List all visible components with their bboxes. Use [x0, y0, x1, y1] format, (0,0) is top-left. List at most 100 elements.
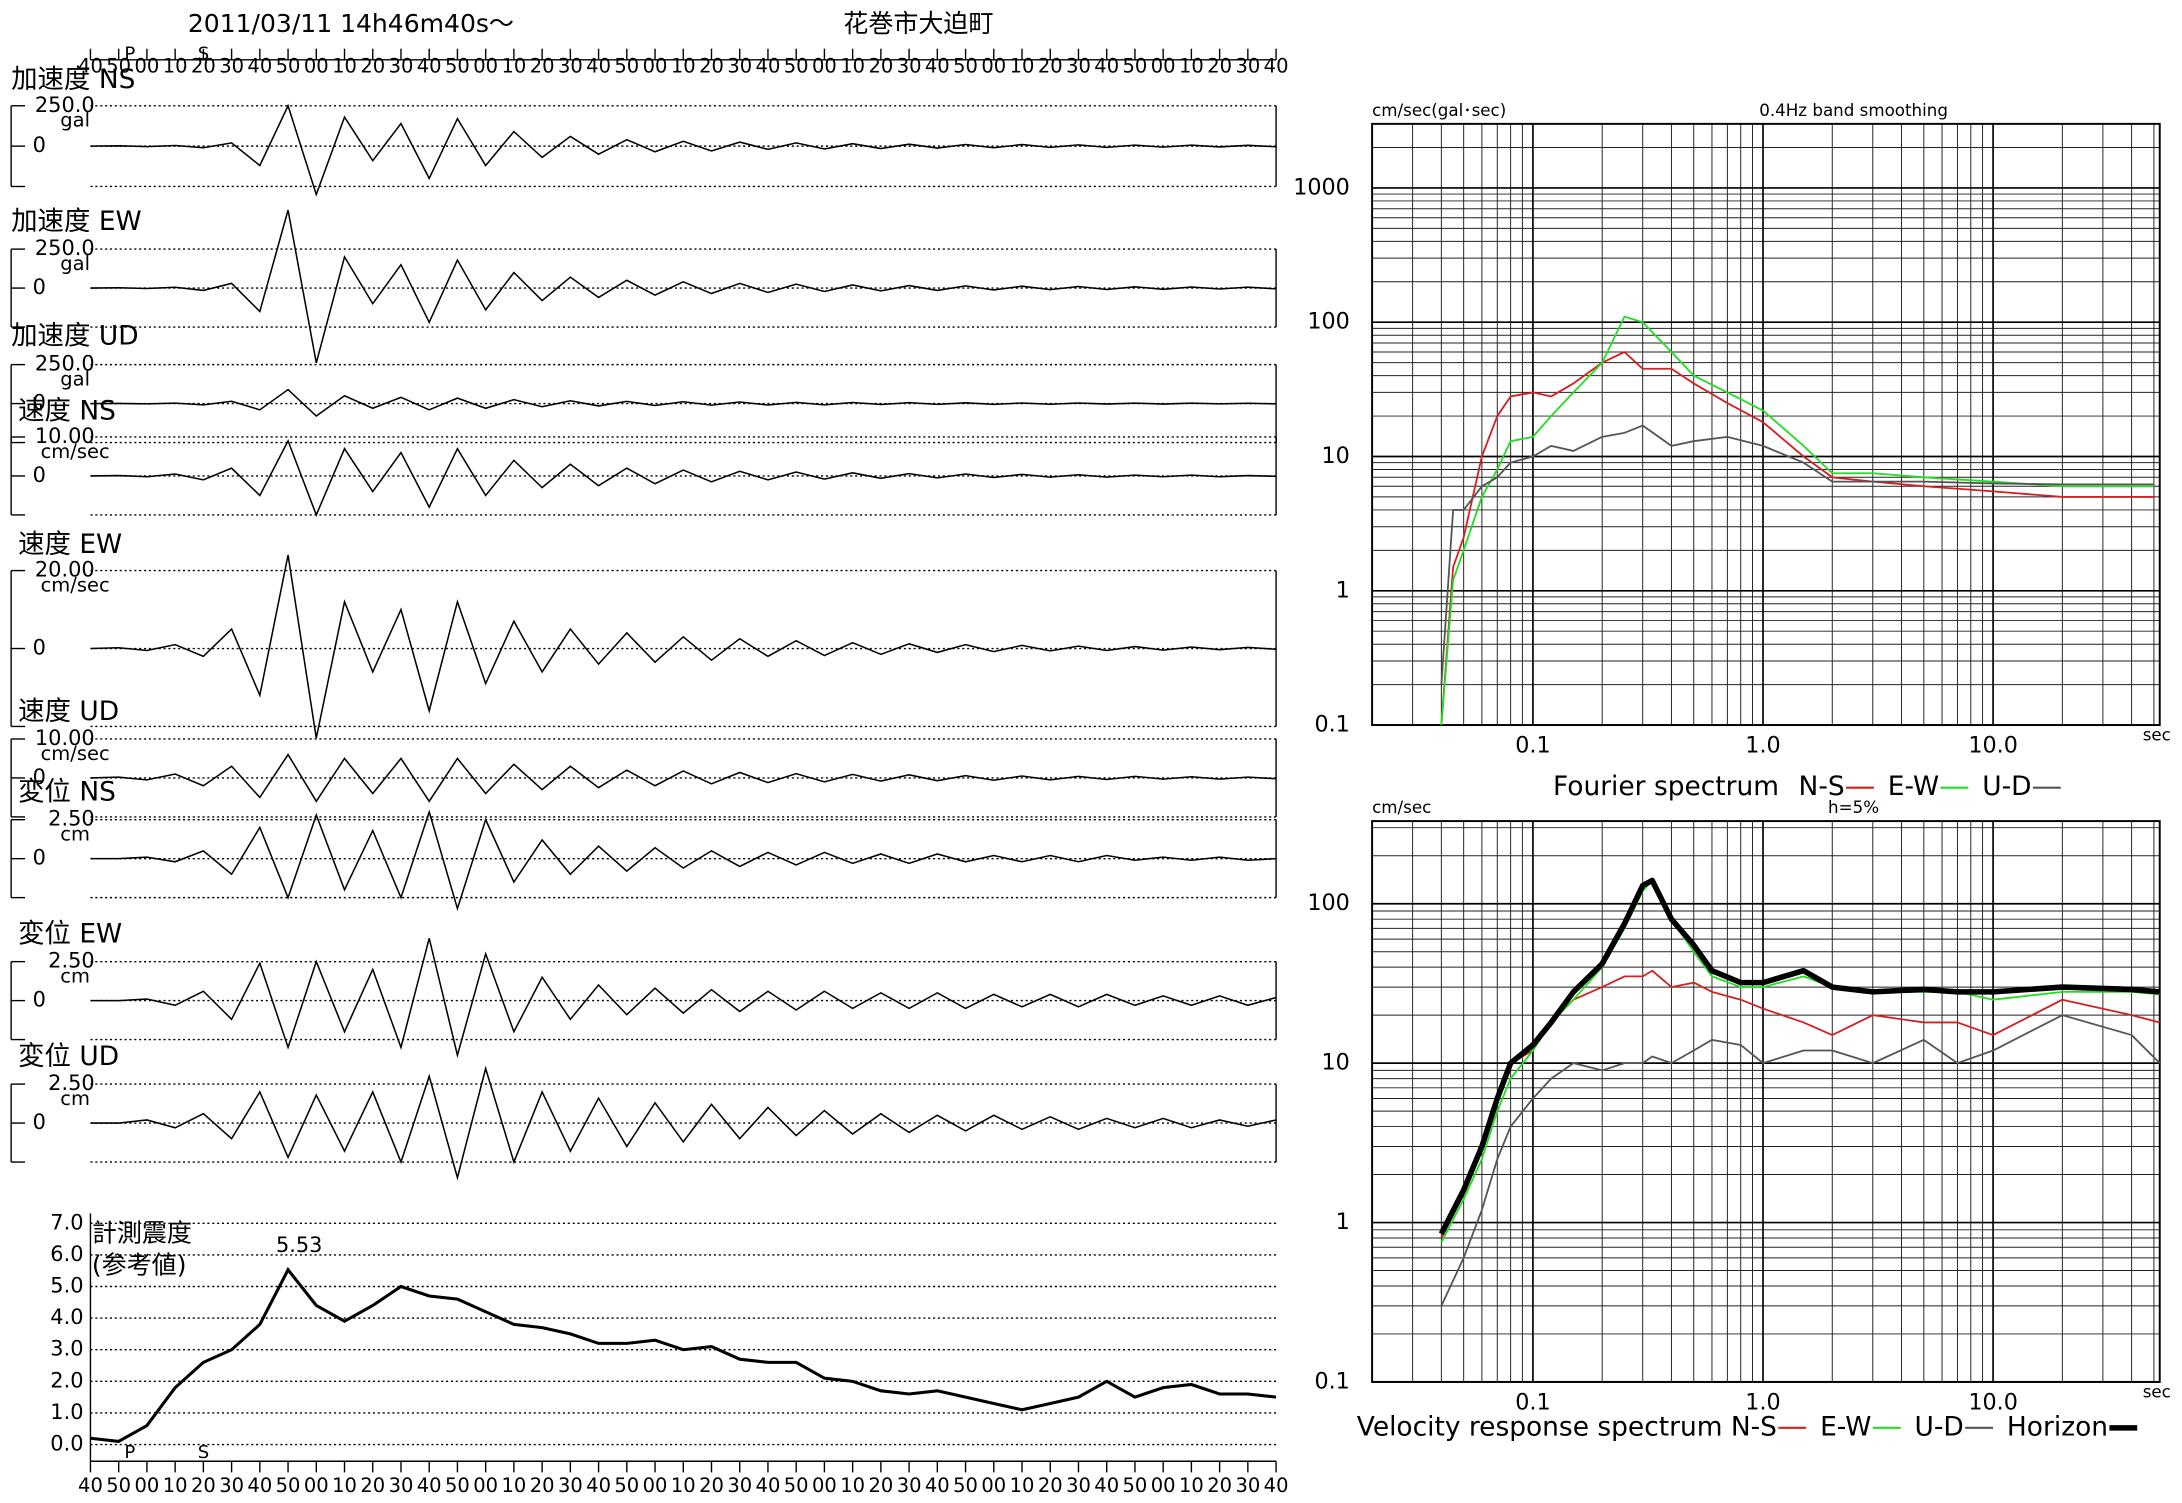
y-tick-label: 0: [33, 1110, 46, 1134]
x-tick-label: 30: [558, 54, 583, 77]
plot-frame: [1371, 122, 2161, 727]
x-tick-label: 00: [304, 54, 329, 77]
legend-label: E-W: [1820, 1411, 1871, 1442]
spectrum-line: [1440, 1014, 2161, 1307]
x-axis-label: sec: [2143, 726, 2171, 745]
spectrum-line: [1440, 351, 2154, 726]
y-tick-label: 0: [33, 765, 46, 789]
x-tick-label: 40: [756, 1474, 781, 1497]
x-tick-label: 50: [276, 1474, 301, 1497]
panel-label: 変位 NS: [18, 777, 116, 808]
legend-label: E-W: [1888, 771, 1939, 802]
y-axis-label: cm/sec: [1372, 798, 1431, 817]
x-tick-label: 00: [643, 54, 668, 77]
x-tick-label: 40: [1094, 54, 1119, 77]
unit-label: cm/sec: [41, 573, 110, 596]
spectrum-line: [1438, 877, 2160, 1236]
x-tick-label: 40: [586, 54, 611, 77]
x-tick-label: 10: [1010, 1474, 1035, 1497]
chart-subtitle: (参考値): [92, 1250, 187, 1279]
legend-title: Fourier spectrum: [1553, 771, 1779, 802]
chart-title: 2011/03/11 14h46m40s〜: [188, 9, 514, 38]
x-tick-label: 1.0: [1745, 1389, 1780, 1415]
x-tick-label: 30: [389, 1474, 414, 1497]
unit-label: cm: [60, 822, 90, 845]
x-tick-label: 00: [981, 54, 1006, 77]
x-tick-label: 00: [135, 54, 160, 77]
x-tick-label: 10: [502, 54, 527, 77]
x-tick-label: 10: [332, 54, 357, 77]
y-axis-label: cm/sec(gal･sec): [1372, 101, 1506, 120]
x-tick-label: 10: [671, 54, 696, 77]
x-tick-label: 10: [1010, 54, 1035, 77]
spectrum-line: [1440, 424, 2154, 685]
x-tick-label: 00: [643, 1474, 668, 1497]
y-tick-label: 7.0: [50, 1210, 83, 1234]
waveform-trace: [90, 753, 1277, 803]
waveform-trace: [90, 388, 1277, 418]
x-tick-label: 00: [1151, 54, 1176, 77]
y-tick-label: 2.50: [48, 1071, 94, 1095]
y-tick-label: 5.0: [50, 1273, 83, 1297]
unit-label: gal: [60, 109, 90, 132]
x-tick-label: 30: [727, 54, 752, 77]
y-tick-label: 0: [33, 463, 46, 487]
panel-label: 速度 EW: [18, 529, 122, 560]
y-tick-label: 1.0: [50, 1400, 83, 1424]
x-tick-label: 20: [191, 1474, 216, 1497]
unit-label: cm/sec: [41, 440, 110, 463]
x-tick-label: 40: [925, 1474, 950, 1497]
y-tick-label: 10.00: [35, 424, 95, 448]
x-tick-label: 50: [445, 1474, 470, 1497]
waveform-trace: [90, 1065, 1277, 1181]
x-tick-label: 30: [727, 1474, 752, 1497]
x-tick-label: 10: [163, 1474, 188, 1497]
legend-label: N-S: [1731, 1411, 1777, 1442]
x-tick-label: 00: [981, 1474, 1006, 1497]
x-tick-label: 50: [276, 54, 301, 77]
x-tick-label: 50: [614, 54, 639, 77]
y-tick-label: 20.00: [35, 558, 95, 582]
x-tick-label: 40: [247, 54, 272, 77]
x-tick-label: 30: [219, 54, 244, 77]
legend-label: U-D: [1915, 1411, 1964, 1442]
x-axis-label: sec: [2143, 1383, 2171, 1402]
unit-label: cm: [60, 1087, 90, 1110]
x-tick-label: 30: [1066, 54, 1091, 77]
panel-label: 速度 UD: [18, 696, 119, 727]
y-tick-label: 4.0: [50, 1305, 83, 1329]
x-tick-label: 20: [191, 54, 216, 77]
x-tick-label: 20: [360, 54, 385, 77]
x-tick-label: 50: [445, 54, 470, 77]
y-tick-label: 100: [1307, 309, 1349, 335]
x-tick-label: 00: [304, 1474, 329, 1497]
x-tick-label: 1.0: [1745, 732, 1780, 758]
x-tick-label: 40: [1094, 1474, 1119, 1497]
y-tick-label: 100: [1307, 890, 1349, 916]
x-tick-label: 40: [417, 1474, 442, 1497]
y-tick-label: 6.0: [50, 1242, 83, 1266]
y-tick-label: 0.1: [1314, 1368, 1349, 1394]
y-tick-label: 10: [1322, 443, 1350, 469]
legend-title: Velocity response spectrum: [1357, 1411, 1723, 1442]
x-tick-label: 00: [812, 1474, 837, 1497]
waveform-trace: [90, 554, 1277, 739]
x-tick-label: 40: [78, 1474, 103, 1497]
x-tick-label: 20: [699, 1474, 724, 1497]
y-tick-label: 2.50: [48, 807, 94, 831]
panel-label: 加速度 UD: [11, 320, 138, 351]
x-tick-label: 10.0: [1968, 732, 2018, 758]
y-tick-label: 250.0: [35, 352, 95, 376]
x-tick-label: 40: [925, 54, 950, 77]
legend-label: Horizon: [2007, 1411, 2108, 1442]
x-tick-label: 50: [106, 1474, 131, 1497]
x-tick-label: 40: [247, 1474, 272, 1497]
panel-label: 加速度 NS: [11, 64, 135, 95]
unit-label: gal: [60, 252, 90, 275]
spectrum-line: [1440, 879, 2160, 1243]
x-tick-label: 20: [1038, 1474, 1063, 1497]
x-tick-label: 40: [1264, 1474, 1289, 1497]
x-tick-label: 00: [135, 1474, 160, 1497]
y-tick-label: 0: [33, 988, 46, 1012]
